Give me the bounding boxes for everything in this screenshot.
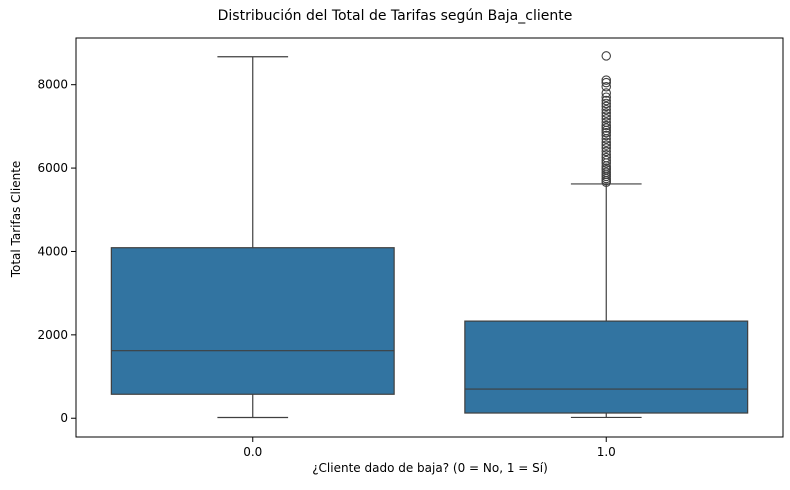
outlier-point	[601, 146, 611, 157]
chart-title: Distribución del Total de Tarifas según …	[217, 8, 573, 24]
outlier-point	[601, 88, 611, 98]
outlier-point	[601, 149, 611, 160]
outlier-point	[601, 101, 611, 112]
outlier-point	[601, 117, 611, 127]
outlier-point	[601, 98, 611, 109]
box	[110, 247, 395, 395]
outlier-point	[601, 75, 611, 85]
x-axis-label: ¿Cliente dado de baja? (0 = No, 1 = Sí)	[312, 461, 548, 475]
outlier-point	[601, 92, 611, 102]
box	[464, 320, 749, 414]
outlier-point	[601, 77, 611, 88]
outlier-point	[601, 123, 611, 133]
x-tick-label: 0.0	[243, 445, 262, 459]
outlier-point	[601, 130, 611, 141]
outlier-point	[601, 167, 611, 178]
y-tick-label: 8000	[37, 78, 68, 92]
outlier-point	[601, 140, 611, 150]
outlier-point	[601, 95, 611, 106]
outlier-point	[601, 114, 611, 124]
x-tick-label: 1.0	[597, 445, 616, 459]
outlier-point	[601, 155, 611, 166]
outlier-point	[601, 104, 611, 115]
outlier-point	[601, 82, 611, 92]
y-tick-label: 6000	[37, 161, 68, 175]
y-tick-label: 4000	[37, 244, 68, 258]
outlier-point	[601, 51, 611, 61]
outlier-point	[601, 111, 611, 121]
y-tick-label: 0	[60, 411, 68, 425]
outlier-point	[601, 143, 611, 153]
outlier-point	[601, 120, 611, 131]
outlier-point	[601, 152, 611, 163]
outlier-point	[601, 108, 611, 118]
outlier-point	[601, 137, 611, 147]
y-tick-label: 2000	[37, 328, 68, 342]
plot-frame	[75, 37, 784, 438]
